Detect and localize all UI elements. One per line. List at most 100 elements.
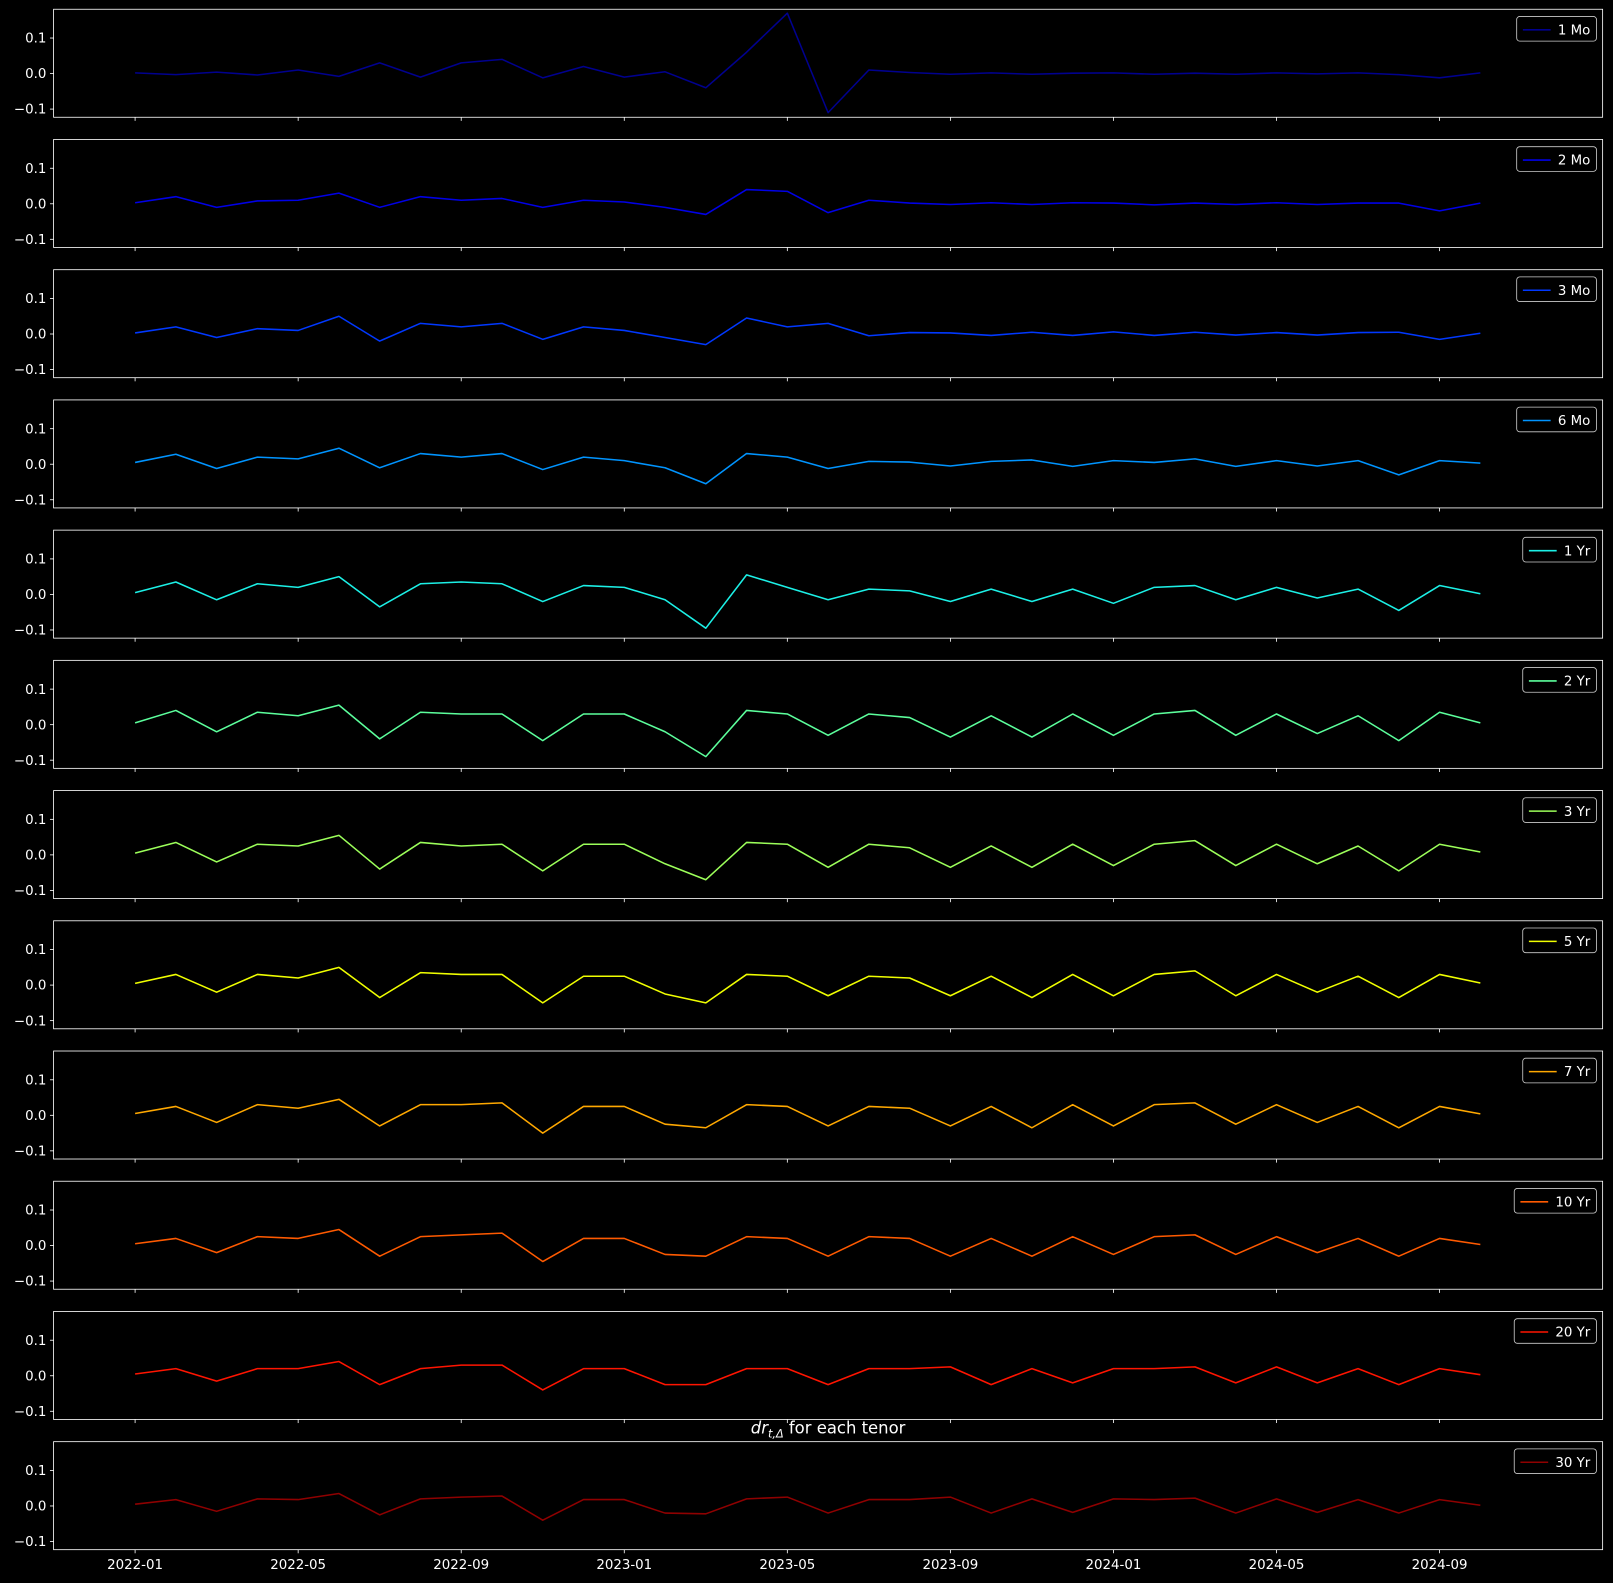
y-tick-label: 0.1 xyxy=(25,32,46,47)
y-tick-label: 0.1 xyxy=(25,1334,46,1349)
x-tick-label: 2023-05 xyxy=(759,1558,815,1573)
axes-frame xyxy=(53,1050,1604,1160)
y-tick-label: 0.0 xyxy=(25,458,46,473)
legend-box xyxy=(1513,1448,1597,1474)
subplot: −0.1 0.0 0.1 20 Yr xyxy=(14,1311,1604,1424)
x-tick-label: 2024-01 xyxy=(1086,1558,1142,1573)
legend-box xyxy=(1522,667,1597,693)
y-tick-label: 0.1 xyxy=(25,1073,46,1088)
line xyxy=(134,188,1481,216)
x-tick-label: 2023-09 xyxy=(922,1558,978,1573)
line xyxy=(134,447,1481,485)
axes-frame xyxy=(53,920,1604,1030)
subplot: −0.1 0.0 0.1 2022-01 2022-05 2022-09 2023-01 20… xyxy=(14,1418,1604,1573)
axes-frame xyxy=(53,529,1604,639)
axes-frame xyxy=(53,399,1604,509)
y-tick-label: 0.1 xyxy=(25,292,46,307)
legend-box xyxy=(1513,1318,1597,1344)
y-tick-label: 0.0 xyxy=(25,328,46,343)
axes-frame xyxy=(53,1180,1604,1290)
y-tick-label: 0.1 xyxy=(25,422,46,437)
legend: 20 Yr xyxy=(1513,1318,1597,1344)
legend: 1 Mo xyxy=(1516,16,1597,42)
title-text: for each tenor xyxy=(789,1418,906,1437)
y-tick-label: 0.0 xyxy=(25,1500,46,1515)
chart-title: drt,Δ for each tenor xyxy=(751,1418,906,1440)
y-tick-label: 0.0 xyxy=(25,588,46,603)
legend-label: 20 Yr xyxy=(1555,1326,1590,1341)
line xyxy=(134,704,1481,758)
line xyxy=(134,1098,1481,1134)
legend-box xyxy=(1522,536,1597,563)
y-tick-label: −0.1 xyxy=(14,1144,46,1159)
subplot: −0.1 0.0 0.1 3 Mo xyxy=(14,269,1604,382)
y-tick-label: −0.1 xyxy=(14,1275,46,1290)
y-tick-label: 0.0 xyxy=(25,67,46,82)
line xyxy=(134,966,1481,1004)
x-tick-label: 2024-09 xyxy=(1412,1558,1468,1573)
subplot: −0.1 0.0 0.1 5 Yr xyxy=(14,920,1604,1033)
legend-box xyxy=(1516,406,1597,433)
axes-frame xyxy=(53,269,1604,379)
legend-label: 3 Mo xyxy=(1558,284,1590,299)
legend-box xyxy=(1522,1057,1597,1084)
legend-box xyxy=(1522,927,1597,954)
legend-box xyxy=(1522,797,1597,823)
legend-label: 7 Yr xyxy=(1564,1065,1591,1080)
legend-label: 3 Yr xyxy=(1564,805,1591,820)
legend-label: 1 Mo xyxy=(1558,23,1590,38)
x-tick-label: 2022-09 xyxy=(433,1558,489,1573)
y-tick-label: 0.1 xyxy=(25,683,46,698)
y-tick-label: −0.1 xyxy=(14,103,46,118)
y-tick-label: 0.1 xyxy=(25,943,46,958)
legend-label: 10 Yr xyxy=(1555,1195,1590,1210)
y-tick-label: −0.1 xyxy=(14,1405,46,1420)
axes-frame xyxy=(53,790,1604,899)
line xyxy=(134,1360,1481,1391)
legend-box xyxy=(1516,276,1597,302)
y-tick-label: 0.1 xyxy=(25,1464,46,1479)
x-tick-label: 2023-01 xyxy=(596,1558,652,1573)
y-tick-label: 0.0 xyxy=(25,718,46,733)
legend-label: 1 Yr xyxy=(1564,544,1591,559)
y-tick-label: 0.1 xyxy=(25,813,46,828)
subplot: −0.1 0.0 0.1 1 Yr xyxy=(14,529,1604,642)
y-tick-label: 0.1 xyxy=(25,1204,46,1219)
y-tick-label: −0.1 xyxy=(14,1535,46,1550)
legend: 7 Yr xyxy=(1522,1057,1597,1084)
y-tick-label: −0.1 xyxy=(14,1014,46,1029)
line xyxy=(134,1228,1481,1263)
y-tick-label: 0.0 xyxy=(25,197,46,212)
title-main: dr xyxy=(751,1418,769,1437)
subplot: −0.1 0.0 0.1 6 Mo xyxy=(14,399,1604,512)
line xyxy=(134,834,1481,881)
legend-label: 5 Yr xyxy=(1564,935,1591,950)
legend: 3 Yr xyxy=(1522,797,1597,823)
subplot: −0.1 0.0 0.1 2 Mo xyxy=(14,139,1604,252)
axes-frame xyxy=(53,1441,1604,1551)
legend-box xyxy=(1516,16,1597,42)
subplot: −0.1 0.0 0.1 2 Yr xyxy=(14,659,1604,772)
title-subscript: t,Δ xyxy=(768,1428,784,1441)
subplot: −0.1 0.0 0.1 7 Yr xyxy=(14,1050,1604,1163)
y-tick-label: −0.1 xyxy=(14,363,46,378)
legend: 1 Yr xyxy=(1522,536,1597,563)
y-tick-label: 0.1 xyxy=(25,553,46,568)
y-tick-label: −0.1 xyxy=(14,884,46,899)
subplot: −0.1 0.0 0.1 10 Yr xyxy=(14,1180,1604,1293)
subplot: −0.1 0.0 0.1 1 Mo xyxy=(14,8,1604,121)
y-tick-label: 0.0 xyxy=(25,1109,46,1124)
line xyxy=(135,12,1481,114)
legend-label: 2 Yr xyxy=(1564,675,1591,690)
legend-label: 30 Yr xyxy=(1555,1456,1590,1471)
axes-frame xyxy=(53,139,1604,248)
axes-frame xyxy=(53,8,1604,118)
legend-label: 6 Mo xyxy=(1558,414,1590,429)
x-tick-label: 2022-05 xyxy=(270,1558,326,1573)
x-tick-label: 2024-05 xyxy=(1249,1558,1305,1573)
legend: 5 Yr xyxy=(1522,927,1597,954)
y-tick-label: −0.1 xyxy=(14,233,46,248)
x-tick-label: 2022-01 xyxy=(107,1558,163,1573)
